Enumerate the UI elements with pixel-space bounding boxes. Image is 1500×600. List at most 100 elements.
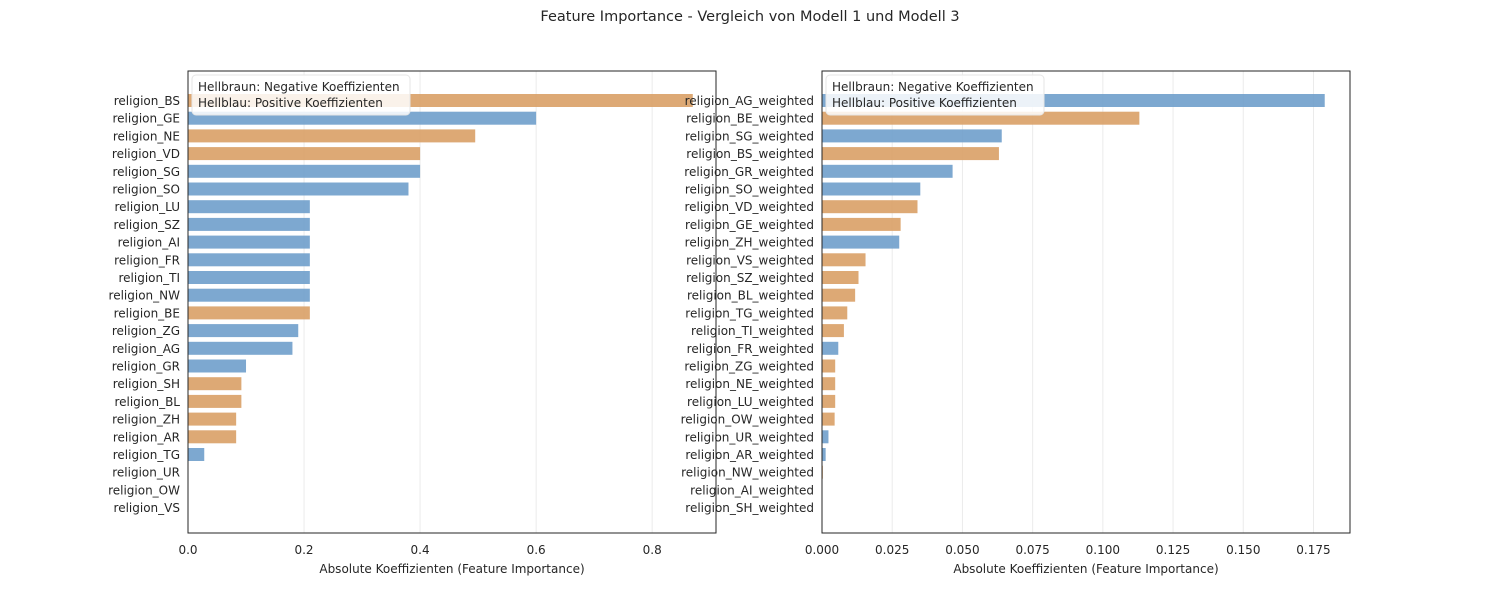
bar bbox=[188, 341, 293, 355]
y-tick-label: religion_OW bbox=[108, 483, 180, 497]
bar bbox=[822, 359, 836, 373]
y-tick-label: religion_BS_weighted bbox=[686, 147, 814, 161]
bar bbox=[188, 448, 205, 461]
y-tick-label: religion_AG bbox=[112, 342, 180, 356]
bar bbox=[822, 448, 826, 461]
y-tick-label: religion_OW_weighted bbox=[681, 413, 814, 427]
bar bbox=[822, 377, 836, 391]
y-tick-label: religion_LU_weighted bbox=[687, 395, 814, 409]
x-tick-label: 0.0 bbox=[178, 543, 197, 557]
y-tick-label: religion_BS bbox=[114, 94, 180, 108]
legend-box bbox=[825, 74, 1045, 116]
bar bbox=[188, 394, 242, 408]
y-tick-label: religion_BL_weighted bbox=[687, 289, 814, 303]
x-tick-label: 0.150 bbox=[1226, 543, 1260, 557]
y-tick-label: religion_TG_weighted bbox=[685, 306, 814, 320]
y-tick-label: religion_GR_weighted bbox=[684, 165, 814, 179]
legend-entry: Hellblau: Positive Koeffizienten bbox=[198, 96, 383, 110]
y-tick-label: religion_ZH bbox=[112, 413, 180, 427]
bar bbox=[188, 147, 421, 161]
bar bbox=[188, 412, 237, 426]
y-tick-label: religion_SH_weighted bbox=[685, 501, 814, 515]
y-tick-label: religion_SG bbox=[112, 165, 180, 179]
y-tick-label: religion_TI bbox=[119, 271, 181, 285]
y-tick-label: religion_SZ_weighted bbox=[686, 271, 814, 285]
y-tick-label: religion_LU bbox=[115, 200, 181, 214]
legend-entry: Hellblau: Positive Koeffizienten bbox=[832, 96, 1017, 110]
y-tick-label: religion_VD_weighted bbox=[684, 200, 814, 214]
y-tick-label: religion_ZG bbox=[112, 324, 180, 338]
bar bbox=[822, 271, 859, 284]
x-tick-label: 0.025 bbox=[875, 543, 909, 557]
x-tick-label: 0.4 bbox=[411, 543, 430, 557]
y-tick-label: religion_UR_weighted bbox=[685, 430, 814, 444]
x-tick-label: 0.175 bbox=[1296, 543, 1330, 557]
x-tick-label: 0.100 bbox=[1086, 543, 1120, 557]
bar bbox=[822, 235, 900, 249]
legend-entry: Hellbraun: Negative Koeffizienten bbox=[832, 80, 1034, 94]
bar bbox=[822, 200, 918, 214]
y-tick-label: religion_VS_weighted bbox=[686, 253, 814, 267]
x-tick-label: 0.050 bbox=[945, 543, 979, 557]
bar bbox=[822, 341, 839, 355]
y-tick-label: religion_GE bbox=[113, 112, 181, 126]
y-tick-label: religion_UR bbox=[112, 466, 180, 480]
y-tick-label: religion_NE bbox=[113, 129, 180, 143]
x-tick-label: 0.6 bbox=[527, 543, 546, 557]
y-tick-label: religion_AG_weighted bbox=[685, 94, 814, 108]
bar bbox=[188, 129, 476, 143]
y-tick-label: religion_TI_weighted bbox=[691, 324, 814, 338]
bar bbox=[188, 271, 310, 284]
y-tick-label: religion_FR_weighted bbox=[687, 342, 814, 356]
chart-left: religion_BS religion_GE religion_NEreligio… bbox=[108, 70, 717, 576]
x-tick-label: 0.075 bbox=[1015, 543, 1049, 557]
y-tick-label: religion_AR_weighted bbox=[685, 448, 814, 462]
y-tick-label: religion_BE bbox=[114, 306, 180, 320]
y-tick-label: religion_FR bbox=[114, 253, 180, 267]
bar bbox=[822, 306, 848, 320]
y-tick-label: religion_NW bbox=[109, 289, 181, 303]
y-tick-label: religion_VD bbox=[112, 147, 180, 161]
plot-frame bbox=[821, 70, 1351, 534]
bar bbox=[822, 164, 953, 178]
y-tick-label: religion_GR bbox=[112, 360, 180, 374]
y-tick-label: religion_VS bbox=[114, 501, 180, 515]
y-tick-label: religion_SO bbox=[112, 183, 180, 197]
bar bbox=[822, 147, 999, 161]
bar bbox=[822, 324, 844, 338]
x-tick-label: 0.125 bbox=[1156, 543, 1190, 557]
bar bbox=[822, 253, 866, 267]
bar bbox=[188, 306, 310, 320]
bar bbox=[188, 200, 310, 214]
bar bbox=[188, 217, 310, 231]
x-axis-label: Absolute Koeffizienten (Feature Importan… bbox=[953, 562, 1218, 576]
chart-right: religion_AG_weighted religion_BE_weighted… bbox=[681, 70, 1351, 576]
y-tick-label: religion_BE_weighted bbox=[686, 112, 814, 126]
figure-title: Feature Importance - Vergleich von Model… bbox=[540, 9, 960, 25]
bar bbox=[822, 217, 901, 231]
legend-box bbox=[191, 74, 411, 116]
y-tick-label: religion_BL bbox=[114, 395, 180, 409]
bar bbox=[822, 412, 835, 426]
y-tick-label: religion_ZH_weighted bbox=[685, 236, 814, 250]
y-tick-label: religion_NE_weighted bbox=[685, 377, 814, 391]
plot-frame bbox=[187, 70, 717, 534]
bar bbox=[188, 164, 421, 178]
y-tick-label: religion_NW_weighted bbox=[681, 466, 814, 480]
y-tick-label: religion_ZG_weighted bbox=[684, 360, 814, 374]
bar bbox=[822, 430, 829, 444]
x-axis-label: Absolute Koeffizienten (Feature Importan… bbox=[319, 562, 584, 576]
bar bbox=[188, 377, 242, 391]
bar bbox=[822, 129, 1002, 143]
bar bbox=[188, 253, 310, 267]
bar bbox=[188, 235, 310, 249]
legend-entry: Hellbraun: Negative Koeffizienten bbox=[198, 80, 400, 94]
bar bbox=[822, 288, 856, 302]
bar bbox=[188, 359, 247, 373]
bar bbox=[188, 430, 237, 444]
y-tick-label: religion_GE_weighted bbox=[685, 218, 814, 232]
y-tick-label: religion_AR bbox=[113, 430, 180, 444]
y-tick-label: religion_SZ bbox=[114, 218, 180, 232]
y-tick-label: religion_SG_weighted bbox=[685, 129, 814, 143]
